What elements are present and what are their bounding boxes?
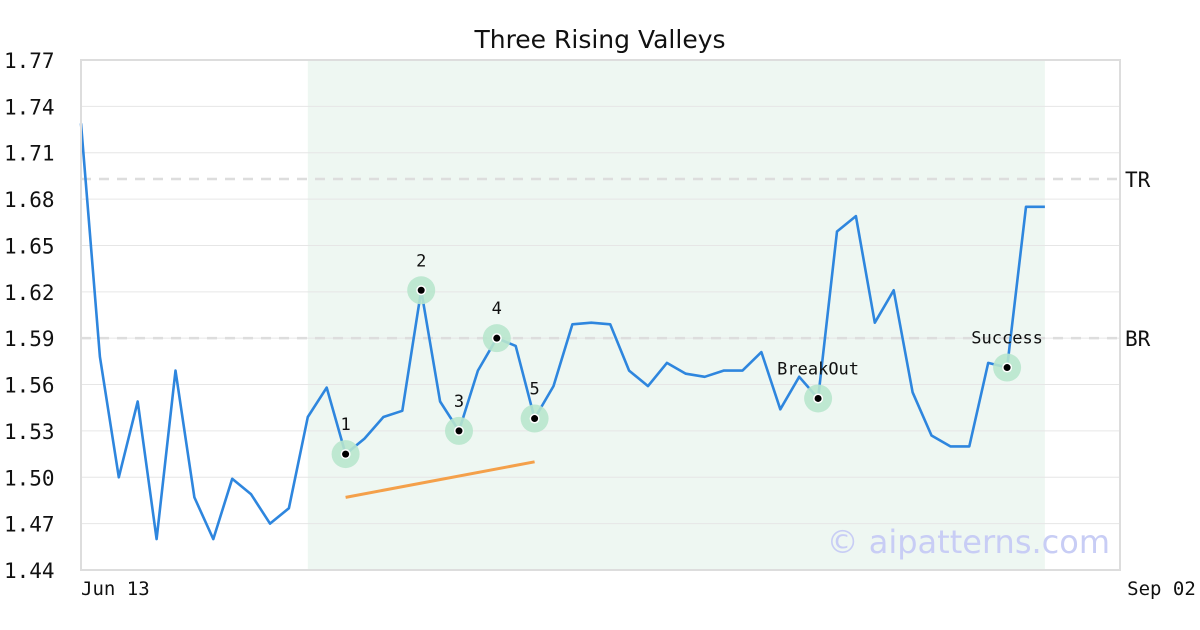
marker-point-4 xyxy=(493,334,501,342)
y-tick-label: 1.62 xyxy=(4,281,55,305)
point-label-2: 2 xyxy=(416,251,426,271)
point-label-3: 3 xyxy=(454,392,464,412)
reference-label-tr: TR xyxy=(1125,168,1151,192)
highlight-band xyxy=(307,60,1045,570)
marker-point-breakout xyxy=(814,394,822,402)
x-tick-label: Jun 13 xyxy=(81,578,150,600)
marker-point-2 xyxy=(417,286,425,294)
marker-point-1 xyxy=(342,450,350,458)
y-tick-label: 1.77 xyxy=(4,49,55,73)
point-label-1: 1 xyxy=(340,415,350,435)
point-label-breakout: BreakOut xyxy=(777,359,859,379)
price-line xyxy=(79,123,1045,541)
point-label-success: Success xyxy=(971,329,1043,349)
marker-point-3 xyxy=(455,427,463,435)
y-tick-label: 1.50 xyxy=(4,466,55,490)
marker-point-success xyxy=(1003,364,1011,372)
y-tick-label: 1.59 xyxy=(4,327,55,351)
y-tick-label: 1.65 xyxy=(4,234,55,258)
y-tick-label: 1.53 xyxy=(4,420,55,444)
point-label-4: 4 xyxy=(492,299,502,319)
chart-title: Three Rising Valleys xyxy=(473,25,725,54)
trendline xyxy=(345,460,535,499)
y-tick-label: 1.74 xyxy=(4,95,55,119)
y-tick-label: 1.44 xyxy=(4,559,55,583)
y-tick-label: 1.56 xyxy=(4,374,55,398)
watermark: © aipatterns.com xyxy=(827,523,1110,561)
reference-label-br: BR xyxy=(1125,327,1151,351)
plot-frame xyxy=(80,59,1121,571)
y-tick-label: 1.47 xyxy=(4,513,55,537)
point-label-5: 5 xyxy=(529,380,539,400)
y-tick-label: 1.71 xyxy=(4,142,55,166)
y-tick-label: 1.68 xyxy=(4,188,55,212)
marker-point-5 xyxy=(531,415,539,423)
x-tick-label: Sep 02 xyxy=(1127,578,1196,600)
